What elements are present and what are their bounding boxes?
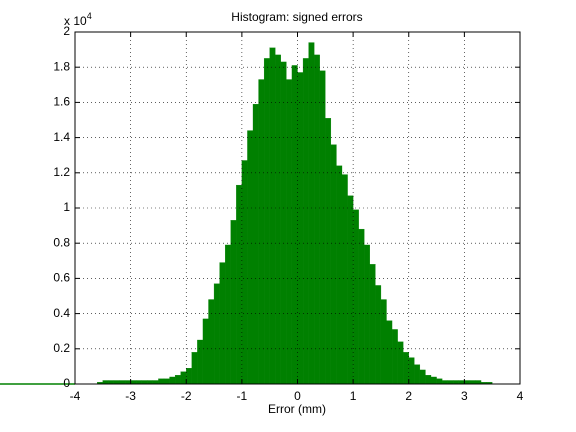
histogram-bar — [241, 160, 248, 385]
histogram-bar — [336, 165, 343, 385]
x-tick-label: 0 — [294, 389, 301, 403]
histogram-bar — [419, 369, 426, 385]
y-tick-label: 1.2 — [53, 165, 70, 179]
histogram-bar — [152, 380, 159, 385]
histogram-bar — [119, 380, 126, 385]
histogram-bar — [180, 371, 187, 385]
histogram-bar — [325, 118, 332, 385]
histogram-bar — [174, 375, 181, 385]
histogram-bar — [358, 228, 365, 385]
histogram-bar — [225, 244, 231, 385]
x-tick-label: -1 — [237, 389, 248, 403]
y-tick-label: 1.4 — [53, 130, 70, 144]
y-tick-label: 0.6 — [53, 271, 70, 285]
histogram-bar — [169, 376, 176, 385]
y-tick-label: 0.2 — [53, 341, 70, 355]
histogram-bar — [375, 285, 382, 385]
histogram-bar — [136, 380, 142, 385]
histogram-bar — [314, 54, 320, 385]
histogram-bar — [347, 195, 354, 385]
histogram-bar — [202, 318, 209, 385]
histogram-bar — [408, 357, 415, 385]
histogram-bar — [213, 283, 220, 385]
y-multiplier: x 104 — [64, 11, 92, 28]
x-tick-label: 4 — [517, 389, 524, 403]
histogram-bar — [280, 61, 287, 385]
histogram-bar — [447, 380, 454, 385]
y-tick-label: 1.6 — [53, 95, 70, 109]
histogram-bar — [391, 329, 398, 385]
histogram-bar — [291, 65, 298, 385]
histogram-bar — [113, 380, 120, 385]
histogram-bar — [403, 352, 409, 385]
histogram-bar — [236, 184, 243, 385]
histogram-bar — [308, 42, 315, 385]
histogram-bar — [269, 47, 276, 385]
x-tick-label: 2 — [405, 389, 412, 403]
histogram-bar — [453, 380, 459, 385]
histogram-bar — [469, 380, 476, 385]
histogram-bar — [397, 341, 404, 385]
histogram-bar — [341, 174, 348, 385]
histogram-bar — [158, 378, 165, 385]
histogram-bar — [186, 368, 192, 385]
histogram-bar — [219, 262, 226, 385]
histogram-bar — [319, 70, 326, 385]
histogram-bar — [252, 104, 259, 385]
y-tick-label: 0 — [63, 376, 70, 390]
chart-title: Histogram: signed errors — [231, 10, 362, 24]
axes-box — [74, 31, 521, 385]
histogram-bar — [364, 244, 370, 385]
histogram-bar — [475, 380, 482, 385]
y-tick-label: 0.8 — [53, 235, 70, 249]
histogram-bar — [263, 58, 270, 385]
x-axis-label: Error (mm) — [268, 402, 326, 416]
histogram-bar — [247, 130, 254, 385]
histogram-bar — [108, 380, 115, 385]
multiplier-base: x 10 — [64, 14, 87, 28]
multiplier-exponent: 4 — [87, 11, 92, 21]
histogram-bar — [386, 320, 393, 385]
histogram-bar — [414, 364, 421, 385]
histogram-bar — [352, 209, 359, 385]
histogram-bar — [163, 378, 170, 385]
histogram-bar — [141, 380, 148, 385]
histogram-bar — [464, 380, 471, 385]
histogram-bar — [425, 375, 432, 385]
histogram-bar — [380, 299, 387, 385]
histogram-bar — [130, 380, 137, 385]
y-tick-label: 2 — [63, 24, 70, 38]
histogram-bar — [458, 380, 465, 385]
x-tick-label: -3 — [125, 389, 136, 403]
histogram-bar — [297, 72, 304, 385]
histogram-bar — [330, 144, 337, 385]
x-tick-label: 1 — [350, 389, 357, 403]
histogram-bar — [286, 79, 293, 385]
histogram-bar — [258, 79, 265, 385]
histogram-bar — [124, 380, 131, 385]
x-tick-label: -2 — [181, 389, 192, 403]
histogram-bar — [430, 376, 437, 385]
histogram-bar — [230, 220, 237, 385]
x-tick-label: 3 — [461, 389, 468, 403]
histogram-bar — [275, 54, 281, 385]
histogram-bar — [197, 339, 204, 385]
y-tick-label: 1 — [63, 200, 70, 214]
histogram-bar — [369, 264, 376, 385]
histogram-bar — [302, 58, 309, 385]
histogram-bar — [208, 299, 215, 385]
histogram-bar — [147, 380, 154, 385]
x-tick-label: -4 — [70, 389, 81, 403]
histogram-bar — [191, 352, 198, 385]
histogram-bar — [102, 380, 109, 385]
y-tick-label: 1.8 — [53, 59, 70, 73]
histogram-bar — [441, 380, 448, 385]
y-tick-label: 0.4 — [53, 306, 70, 320]
histogram-bar — [436, 378, 443, 385]
